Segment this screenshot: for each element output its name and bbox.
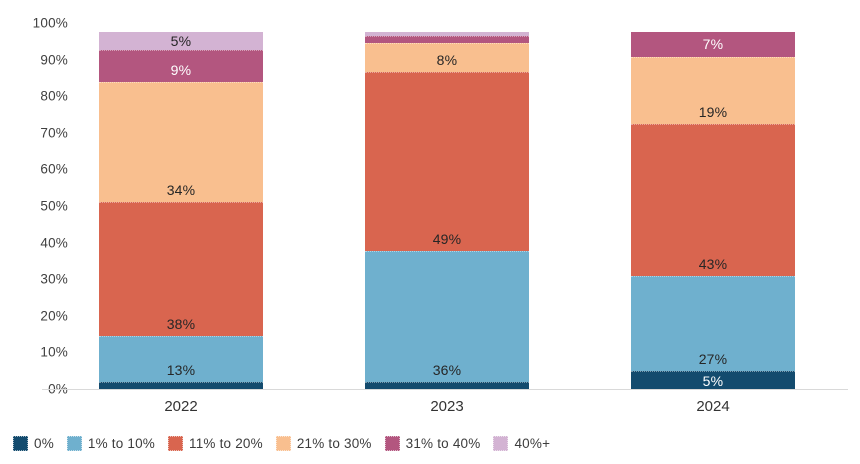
- bar-segment-2023-31to40[interactable]: [365, 35, 529, 43]
- legend-label: 0%: [34, 436, 54, 451]
- legend-item-11to20[interactable]: 11% to 20%: [168, 436, 263, 451]
- bar-segment-2023-40[interactable]: [365, 32, 529, 36]
- bar-segment-2022-40[interactable]: 5%: [99, 32, 263, 50]
- segment-value-label: 43%: [698, 255, 728, 272]
- y-tick-label: 40%: [40, 235, 68, 251]
- legend-item-21to30[interactable]: 21% to 30%: [275, 436, 372, 451]
- bar-segment-2023-0[interactable]: [365, 381, 529, 389]
- legend-swatch-icon: [168, 436, 184, 451]
- x-tick-label-2022: 2022: [164, 398, 198, 415]
- segment-value-label: 27%: [698, 351, 728, 368]
- legend-item-1to10[interactable]: 1% to 10%: [66, 436, 156, 451]
- segment-value-label: 49%: [432, 230, 462, 247]
- y-tick-label: 20%: [40, 308, 68, 324]
- y-tick-label: 60%: [40, 161, 68, 177]
- legend-swatch-icon: [275, 436, 291, 451]
- segment-value-label: 9%: [170, 61, 192, 78]
- legend-label: 11% to 20%: [189, 436, 263, 451]
- legend-item-31to40[interactable]: 31% to 40%: [384, 436, 481, 451]
- x-tick-label-2024: 2024: [696, 398, 730, 415]
- segment-value-label: 34%: [166, 181, 196, 198]
- legend-swatch-icon: [13, 436, 28, 451]
- legend-item-40[interactable]: 40%+: [493, 436, 550, 451]
- bar-segment-2022-11to20[interactable]: 38%: [99, 201, 263, 336]
- y-tick-label: 50%: [40, 198, 68, 214]
- bar-segment-2022-0[interactable]: [99, 381, 263, 389]
- legend-swatch-icon: [493, 436, 509, 451]
- bar-segment-2024-31to40[interactable]: 7%: [631, 32, 795, 57]
- y-tick-label: 30%: [40, 271, 68, 287]
- y-tick-label: 70%: [40, 125, 68, 141]
- segment-value-label: 36%: [432, 361, 462, 378]
- bar-segment-2022-21to30[interactable]: 34%: [99, 81, 263, 202]
- bar-segment-2023-21to30[interactable]: 8%: [365, 42, 529, 73]
- segment-value-label: 8%: [436, 52, 458, 69]
- bar-segment-2024-1to10[interactable]: 27%: [631, 275, 795, 372]
- segment-value-label: 7%: [702, 36, 724, 53]
- legend-label: 21% to 30%: [296, 436, 372, 451]
- legend-swatch-icon: [384, 436, 400, 451]
- x-axis-line: [42, 389, 848, 390]
- bar-2024: 7% 19% 43% 27% 5%: [631, 32, 795, 389]
- segment-value-label: 13%: [166, 361, 196, 378]
- legend-item-0[interactable]: 0%: [13, 436, 54, 451]
- segment-value-label: 5%: [702, 372, 724, 389]
- y-tick-label: 10%: [40, 344, 68, 360]
- bar-segment-2023-11to20[interactable]: 49%: [365, 72, 529, 251]
- legend: 0% 1% to 10% 11% to 20% 21% to 30% 31% to 40…: [13, 436, 550, 451]
- legend-swatch-icon: [66, 436, 82, 451]
- bar-segment-2022-31to40[interactable]: 9%: [99, 49, 263, 82]
- y-tick-label: 80%: [40, 88, 68, 104]
- segment-value-label: 38%: [166, 316, 196, 332]
- bar-2023: 8% 49% 36%: [365, 32, 529, 389]
- bar-segment-2024-0[interactable]: 5%: [631, 371, 795, 389]
- segment-value-label: 5%: [170, 32, 192, 49]
- legend-label: 31% to 40%: [405, 436, 481, 451]
- bar-segment-2024-21to30[interactable]: 19%: [631, 56, 795, 124]
- legend-label: 40%+: [514, 436, 551, 451]
- y-tick-label: 90%: [40, 52, 68, 68]
- x-tick-label-2023: 2023: [430, 398, 464, 415]
- bar-segment-2024-11to20[interactable]: 43%: [631, 123, 795, 276]
- legend-label: 1% to 10%: [87, 436, 156, 451]
- bar-2022: 5% 9% 34% 38% 13%: [99, 32, 263, 389]
- bar-segment-2022-1to10[interactable]: 13%: [99, 336, 263, 382]
- segment-value-label: 19%: [698, 103, 728, 120]
- y-tick-label: 100%: [32, 15, 68, 31]
- bar-segment-2023-1to10[interactable]: 36%: [365, 250, 529, 382]
